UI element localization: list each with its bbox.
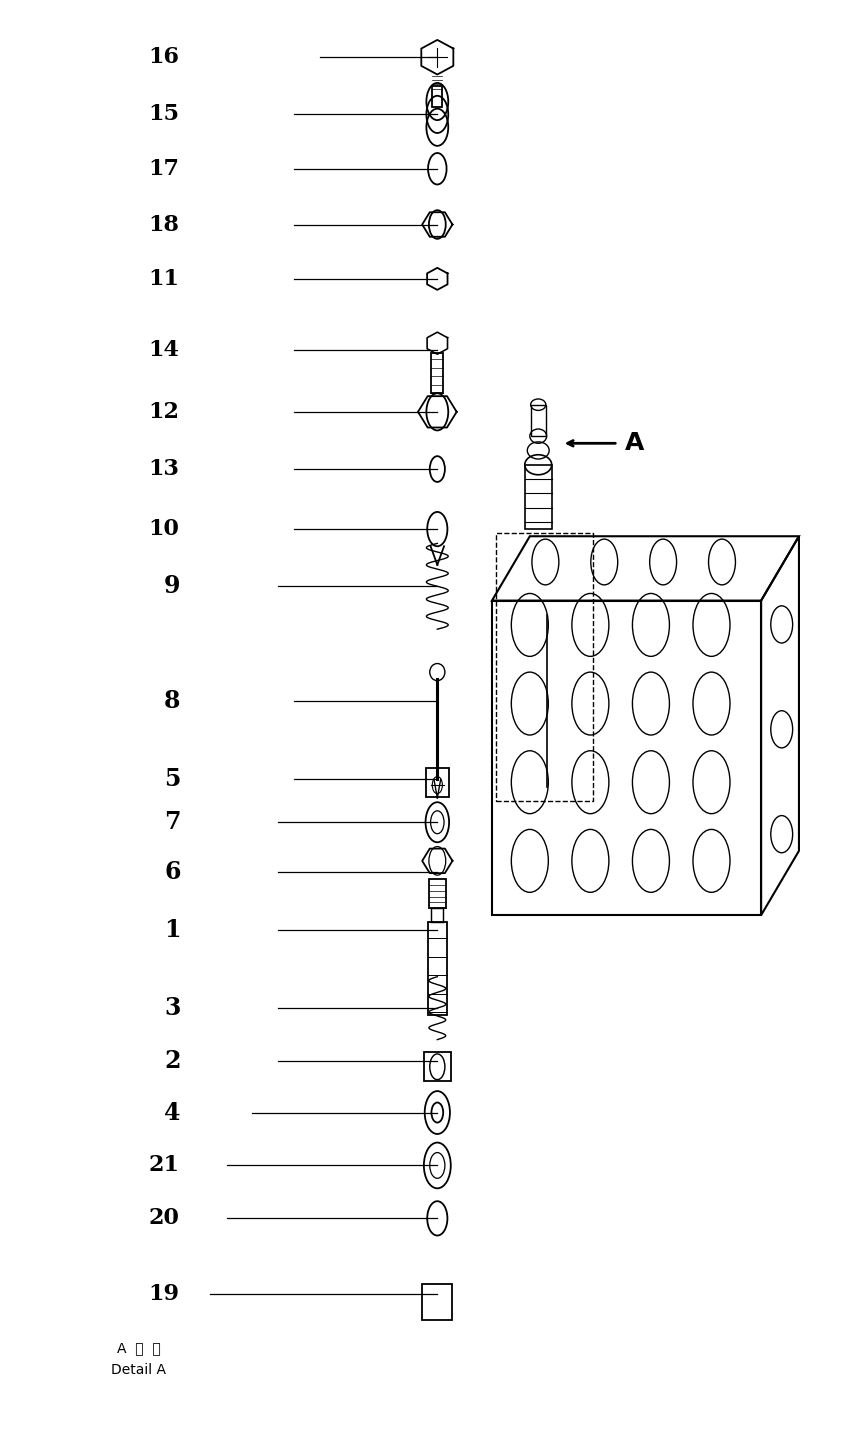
Text: 19: 19: [149, 1283, 179, 1306]
Text: 1: 1: [164, 918, 181, 941]
Text: 20: 20: [149, 1207, 179, 1230]
Text: 16: 16: [149, 46, 179, 69]
Bar: [426, 768, 449, 797]
Text: 10: 10: [149, 518, 179, 541]
Text: 12: 12: [149, 400, 179, 423]
Bar: [432, 86, 442, 107]
Text: 15: 15: [149, 103, 179, 126]
Text: 18: 18: [149, 213, 179, 236]
Bar: [525, 465, 552, 529]
Text: Detail A: Detail A: [111, 1363, 167, 1377]
Text: 6: 6: [164, 861, 181, 884]
Text: 13: 13: [149, 458, 179, 480]
Bar: [424, 1052, 451, 1081]
Text: 11: 11: [149, 267, 179, 290]
Text: 5: 5: [164, 768, 181, 791]
Text: A: A: [625, 432, 644, 455]
Text: 7: 7: [164, 811, 181, 834]
Bar: [428, 922, 447, 1015]
Bar: [531, 405, 546, 436]
Text: A  詳  細: A 詳 細: [117, 1341, 161, 1356]
Text: 8: 8: [164, 689, 181, 712]
Text: 4: 4: [164, 1101, 181, 1124]
Text: 2: 2: [164, 1050, 181, 1072]
Bar: [429, 879, 446, 908]
Bar: [422, 1284, 452, 1320]
Bar: [431, 908, 443, 922]
Bar: [496, 533, 593, 801]
Text: 9: 9: [164, 575, 181, 598]
Bar: [431, 353, 443, 393]
Text: 21: 21: [149, 1154, 179, 1177]
Text: 17: 17: [149, 157, 179, 180]
Text: 14: 14: [149, 339, 179, 362]
Text: 3: 3: [164, 997, 181, 1020]
